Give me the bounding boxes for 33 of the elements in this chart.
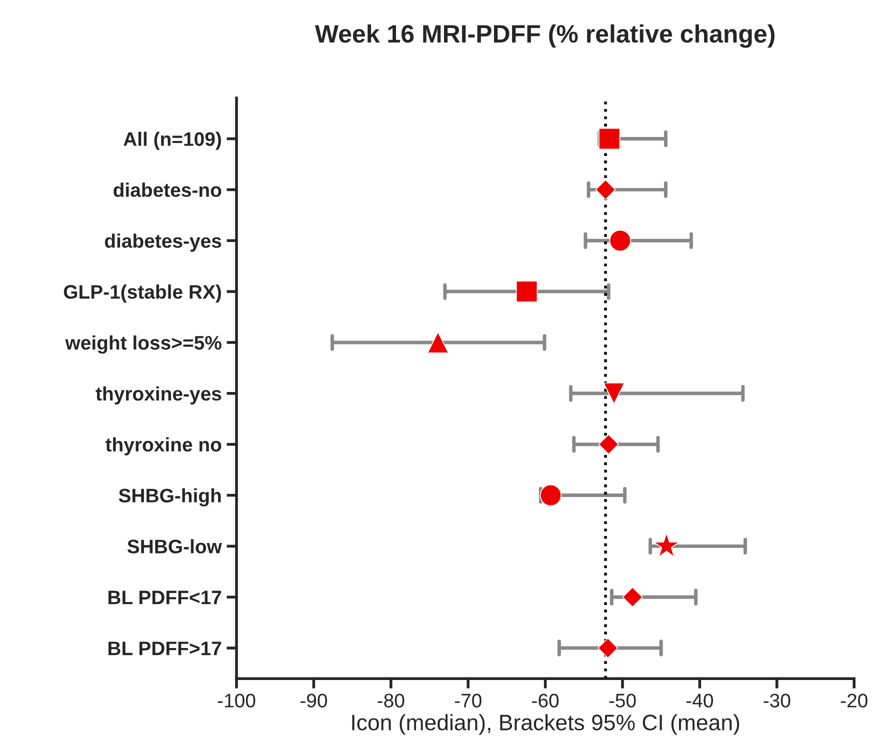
point	[516, 280, 538, 302]
y-tick-label: diabetes-yes	[104, 234, 222, 252]
y-tick-label: thyroxine-yes	[96, 386, 222, 404]
y-tick-label: All (n=109)	[124, 132, 221, 150]
x-axis-title: Icon (median), Brackets 95% CI (mean)	[352, 714, 740, 735]
y-tick-label: SHBG-low	[127, 539, 222, 554]
y-tick-label: SHBG-high	[118, 488, 221, 506]
y-tick-label: BL PDFF>17	[108, 642, 222, 656]
point	[595, 179, 616, 200]
y-tick-label: thyroxine no	[106, 437, 222, 456]
x-tick-label: -70	[454, 694, 482, 708]
x-tick-label: -40	[686, 694, 713, 708]
point	[598, 638, 618, 658]
x-tick-label: -30	[764, 694, 790, 708]
x-tick-label: -90	[300, 694, 328, 708]
point	[540, 484, 562, 506]
point	[654, 532, 680, 558]
y-tick-label: weight loss>=5%	[65, 335, 222, 354]
y-tick-label: GLP-1(stable RX)	[64, 284, 221, 303]
x-tick-label: -100	[218, 694, 256, 708]
y-tick-label: BL PDFF<17	[108, 590, 222, 604]
point	[622, 586, 643, 608]
y-tick-label: diabetes-no	[114, 182, 222, 197]
point	[598, 128, 620, 150]
x-tick-label: -50	[609, 694, 636, 708]
point	[609, 230, 632, 252]
x-tick-label: -80	[378, 694, 404, 708]
point	[598, 434, 619, 455]
x-tick-label: -60	[532, 694, 559, 708]
chart-title: Week 16 MRI-PDFF (% relative change)	[314, 24, 774, 48]
point	[603, 382, 625, 404]
x-tick-label: -20	[840, 694, 868, 708]
point	[427, 332, 449, 354]
